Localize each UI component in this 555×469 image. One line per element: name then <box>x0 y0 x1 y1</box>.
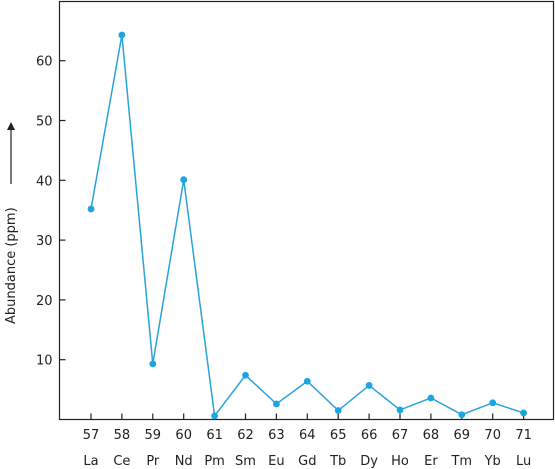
data-point <box>273 400 280 408</box>
data-point <box>334 407 342 414</box>
x-tick-label-element: Eu <box>268 454 284 469</box>
series-line <box>90 34 524 418</box>
y-axis-title: Abundance (ppm) <box>4 207 19 324</box>
x-tick-label-number: 61 <box>206 428 223 443</box>
x-tick-label-number: 60 <box>175 428 192 443</box>
x-tick-label-number: 65 <box>330 428 347 443</box>
data-point <box>427 394 435 402</box>
x-tick-label-number: 71 <box>515 428 532 443</box>
x-tick-label-element: Tb <box>329 454 346 469</box>
y-axis-title-group: Abundance (ppm) <box>4 122 19 324</box>
x-tick-label-number: 70 <box>484 428 501 443</box>
x-tick-label-element: Sm <box>235 454 256 469</box>
x-tick-label-element: Gd <box>298 454 316 469</box>
data-point <box>396 406 404 414</box>
data-point <box>520 409 527 417</box>
x-tick-label-number: 64 <box>299 428 316 443</box>
x-tick-label-element: Pm <box>204 454 225 469</box>
x-tick-label-number: 69 <box>454 428 471 443</box>
x-tick-label-element: Nd <box>175 454 193 469</box>
plot-frame <box>58 0 555 421</box>
x-tick-label-element: La <box>83 454 98 469</box>
data-point <box>180 176 188 184</box>
x-tick-label-number: 68 <box>423 428 440 443</box>
x-tick-label-element: Tm <box>450 454 472 469</box>
y-tick-label: 10 <box>36 354 53 369</box>
data-point <box>303 377 311 385</box>
y-tick-label: 50 <box>36 115 53 130</box>
data-point <box>365 382 373 389</box>
data-point <box>489 399 497 407</box>
x-tick-label-element: Lu <box>516 454 531 469</box>
x-tick-label-element: Ce <box>113 454 130 469</box>
y-tick-label: 30 <box>36 234 53 249</box>
y-tick-label: 20 <box>36 294 53 309</box>
x-tick-label-element: Pr <box>146 454 160 469</box>
x-tick-label-number: 63 <box>268 428 285 443</box>
x-tick-label-element: Yb <box>484 454 501 469</box>
x-tick-label-element: Er <box>424 454 438 469</box>
data-point <box>118 31 126 39</box>
data-points <box>87 31 527 420</box>
y-tick-label: 40 <box>36 174 53 189</box>
data-point <box>211 412 219 420</box>
x-axis: 57 La 58 Ce 59 Pr 60 Nd 61 Pm 62 Sm 63 Eu 64 Gd 65 Tb 66 Dy… <box>83 413 532 469</box>
x-tick-label-number: 59 <box>145 428 162 443</box>
y-axis-arrow-icon <box>7 122 15 130</box>
data-point <box>458 411 466 419</box>
data-point <box>149 360 157 368</box>
x-tick-label-element: Dy <box>360 454 378 469</box>
x-tick-label-number: 67 <box>392 428 409 443</box>
y-tick-label: 60 <box>36 55 53 70</box>
data-point <box>242 371 249 379</box>
x-tick-label-number: 58 <box>114 428 131 443</box>
x-tick-label-number: 57 <box>83 428 100 443</box>
y-axis: 10 20 30 40 50 60 <box>36 55 66 369</box>
x-tick-label-number: 66 <box>361 428 378 443</box>
data-point <box>87 205 95 213</box>
x-tick-label-number: 62 <box>237 428 254 443</box>
x-tick-label-element: Ho <box>391 454 409 469</box>
